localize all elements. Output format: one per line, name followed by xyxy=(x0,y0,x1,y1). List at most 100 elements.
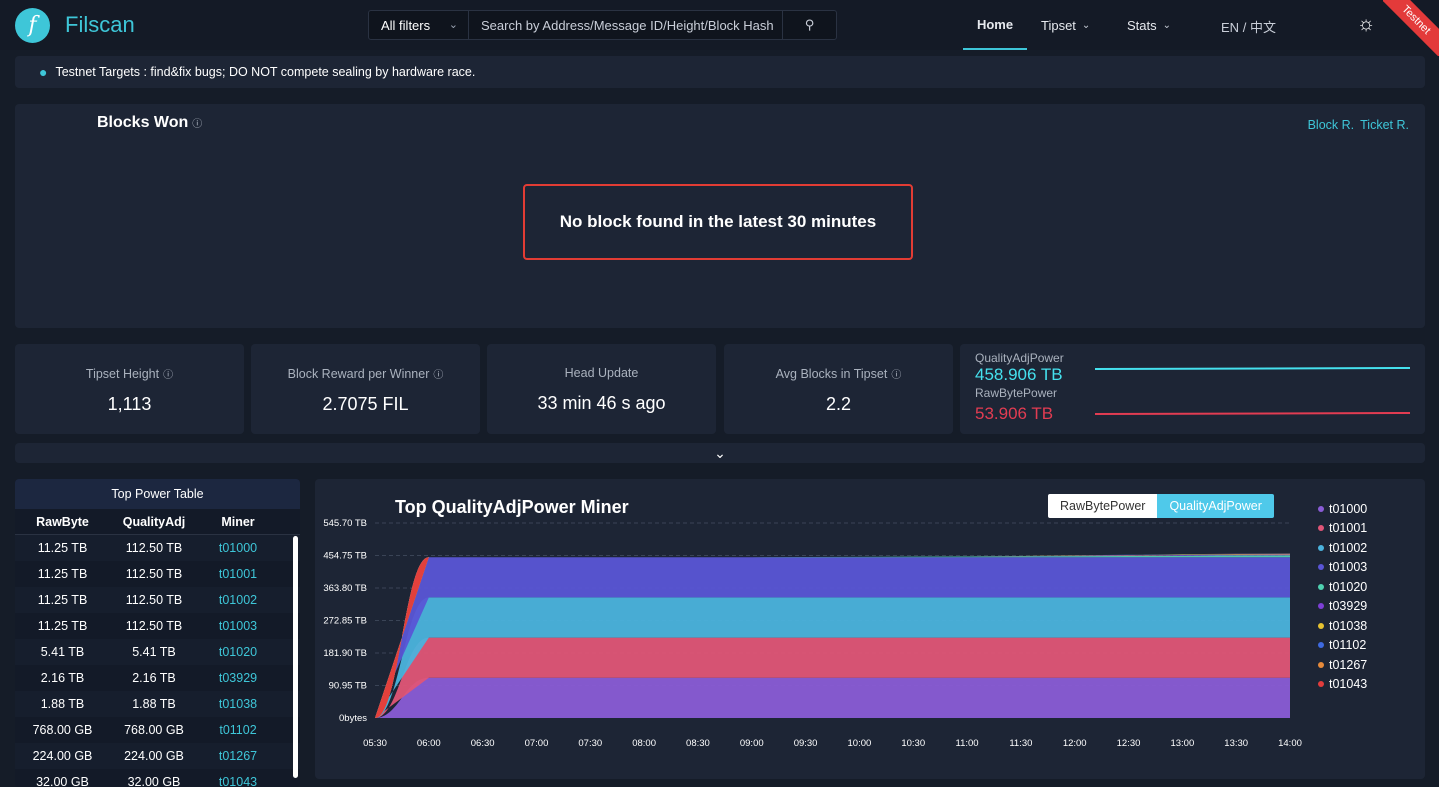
chevron-down-icon: ⌄ xyxy=(448,19,458,31)
legend-item[interactable]: t01043 xyxy=(1318,675,1367,695)
rawbytepower-tab[interactable]: RawBytePower xyxy=(1048,494,1158,518)
legend-label: t01003 xyxy=(1329,560,1368,575)
rawbyte-cell: 2.16 TB xyxy=(40,671,85,685)
legend-item[interactable]: t01003 xyxy=(1318,558,1367,578)
x-tick-label: 07:00 xyxy=(525,738,549,749)
legend-dot xyxy=(1318,525,1324,532)
rawbyte-cell: 224.00 GB xyxy=(32,749,93,763)
rawbyte-cell: 32.00 GB xyxy=(36,775,89,787)
table-row: 5.41 TB 5.41 TB t01020 xyxy=(15,639,300,665)
nav-tipset[interactable]: Tipset ⌄ xyxy=(1041,0,1090,50)
qualityadj-cell: 2.16 TB xyxy=(132,671,176,685)
legend-label: t01038 xyxy=(1329,618,1368,633)
top-power-table: Top Power Table RawByte QualityAdj Miner… xyxy=(15,479,300,787)
legend-item[interactable]: t01102 xyxy=(1318,636,1367,656)
legend-dot xyxy=(1318,564,1324,571)
legend-item[interactable]: t01267 xyxy=(1318,655,1367,675)
legend-item[interactable]: t01020 xyxy=(1318,577,1367,597)
info-icon[interactable]: ⓘ xyxy=(891,370,902,381)
ticket-r-link[interactable]: Ticket R. xyxy=(1360,118,1409,132)
raw-power-value: 53.906 TB xyxy=(975,404,1054,423)
blocks-won-panel: Blocks Won ⓘ Block R. Ticket R. No block f… xyxy=(15,104,1425,328)
miner-link[interactable]: t01267 xyxy=(218,749,258,763)
miner-link[interactable]: t03929 xyxy=(218,671,258,685)
area-t01002 xyxy=(375,597,1290,718)
miner-link[interactable]: t01001 xyxy=(218,567,258,581)
y-tick-label: 545.70 TB xyxy=(323,518,367,529)
x-tick-label: 08:30 xyxy=(686,738,710,749)
stat-avg-blocks: Avg Blocks in Tipset ⓘ 2.2 xyxy=(724,344,953,434)
legend-dot xyxy=(1318,505,1324,512)
area-t01000 xyxy=(375,677,1290,718)
legend-label: t01043 xyxy=(1329,677,1368,692)
miner-link[interactable]: t01038 xyxy=(218,697,258,711)
brand-name[interactable]: Filscan xyxy=(65,12,135,37)
table-row: 1.88 TB 1.88 TB t01038 xyxy=(15,691,300,717)
table-scrollbar[interactable] xyxy=(293,536,298,778)
info-icon[interactable]: ⓘ xyxy=(192,119,203,130)
qa-power-value: 458.906 TB xyxy=(975,365,1063,384)
table-title: Top Power Table xyxy=(15,479,300,509)
qualityadjpower-tab[interactable]: QualityAdjPower xyxy=(1157,494,1274,518)
expand-toggle[interactable]: ⌄ xyxy=(15,443,1425,463)
qualityadj-cell: 112.50 TB xyxy=(125,567,183,581)
lang-en[interactable]: EN xyxy=(1221,20,1240,35)
lang-zh[interactable]: 中文 xyxy=(1249,20,1276,35)
x-tick-label: 13:30 xyxy=(1224,738,1248,749)
legend-item[interactable]: t01038 xyxy=(1318,616,1367,636)
stat-label: Avg Blocks in Tipset ⓘ xyxy=(724,366,953,381)
power-summary-card: QualityAdjPower 458.906 TB RawBytePower … xyxy=(960,344,1425,434)
filter-label: All filters xyxy=(381,17,431,33)
stat-label-text: Avg Blocks in Tipset xyxy=(775,367,888,381)
miner-link[interactable]: t01002 xyxy=(218,593,258,607)
x-tick-label: 08:00 xyxy=(632,738,656,749)
lightbulb-icon: ● xyxy=(39,64,48,80)
x-tick-label: 05:30 xyxy=(363,738,387,749)
legend-item[interactable]: t01001 xyxy=(1318,519,1367,539)
table-row: 11.25 TB 112.50 TB t01002 xyxy=(15,587,300,613)
testnet-notice: ● Testnet Targets : find&fix bugs; DO NOT… xyxy=(15,56,1425,88)
legend-item[interactable]: t01000 xyxy=(1318,499,1367,519)
stat-value: 1,113 xyxy=(107,394,152,414)
legend-item[interactable]: t03929 xyxy=(1318,597,1367,617)
miner-link[interactable]: t01000 xyxy=(218,541,258,555)
rawbyte-cell: 11.25 TB xyxy=(37,567,88,581)
legend-item[interactable]: t01002 xyxy=(1318,538,1367,558)
power-toggle: RawBytePower QualityAdjPower xyxy=(1048,494,1274,518)
search-button[interactable]: ⚲ xyxy=(782,11,836,39)
top-miner-chart-panel: 0bytes 90.95 TB 181.90 TB 272.85 TB 363.80 T… xyxy=(315,479,1425,779)
miner-link[interactable]: t01043 xyxy=(218,775,258,787)
legend-dot xyxy=(1318,622,1324,629)
legend-dot xyxy=(1318,681,1324,688)
no-block-message: No block found in the latest 30 minutes xyxy=(523,184,913,260)
testnet-ribbon: Testnet xyxy=(1383,0,1439,56)
y-tick-label: 454.75 TB xyxy=(323,551,367,562)
info-icon[interactable]: ⓘ xyxy=(163,370,174,381)
miner-link[interactable]: t01003 xyxy=(218,619,258,633)
raw-power-label: RawBytePower xyxy=(975,386,1058,400)
chevron-down-icon: ⌄ xyxy=(1162,19,1172,31)
search-input[interactable] xyxy=(469,11,782,39)
rawbyte-cell: 11.25 TB xyxy=(37,619,88,633)
stat-tipset-height: Tipset Height ⓘ 1,113 xyxy=(15,344,244,434)
block-r-link[interactable]: Block R. xyxy=(1307,118,1355,132)
header-rawbyte: RawByte xyxy=(36,515,89,529)
stat-value: 2.2 xyxy=(825,394,852,414)
filter-dropdown[interactable]: All filters ⌄ xyxy=(369,11,469,39)
x-tick-label: 12:00 xyxy=(1063,738,1087,749)
table-row: 224.00 GB 224.00 GB t01267 xyxy=(15,743,300,769)
filscan-logo[interactable]: f xyxy=(15,8,50,43)
nav-stats-label: Stats xyxy=(1127,17,1157,33)
info-icon[interactable]: ⓘ xyxy=(433,370,444,381)
header-qualityadj: QualityAdj xyxy=(122,515,186,529)
area-t01001 xyxy=(375,637,1290,718)
x-tick-label: 12:30 xyxy=(1117,738,1141,749)
miner-link[interactable]: t01102 xyxy=(219,723,257,737)
theme-toggle-sun-icon[interactable]: ☼ xyxy=(1356,13,1376,35)
nav-stats[interactable]: Stats ⌄ xyxy=(1127,0,1171,50)
power-sparklines xyxy=(1095,367,1410,415)
nav-home[interactable]: Home xyxy=(963,0,1027,50)
table-row: 11.25 TB 112.50 TB t01003 xyxy=(15,613,300,639)
search-icon: ⚲ xyxy=(804,17,815,32)
miner-link[interactable]: t01020 xyxy=(218,645,258,659)
